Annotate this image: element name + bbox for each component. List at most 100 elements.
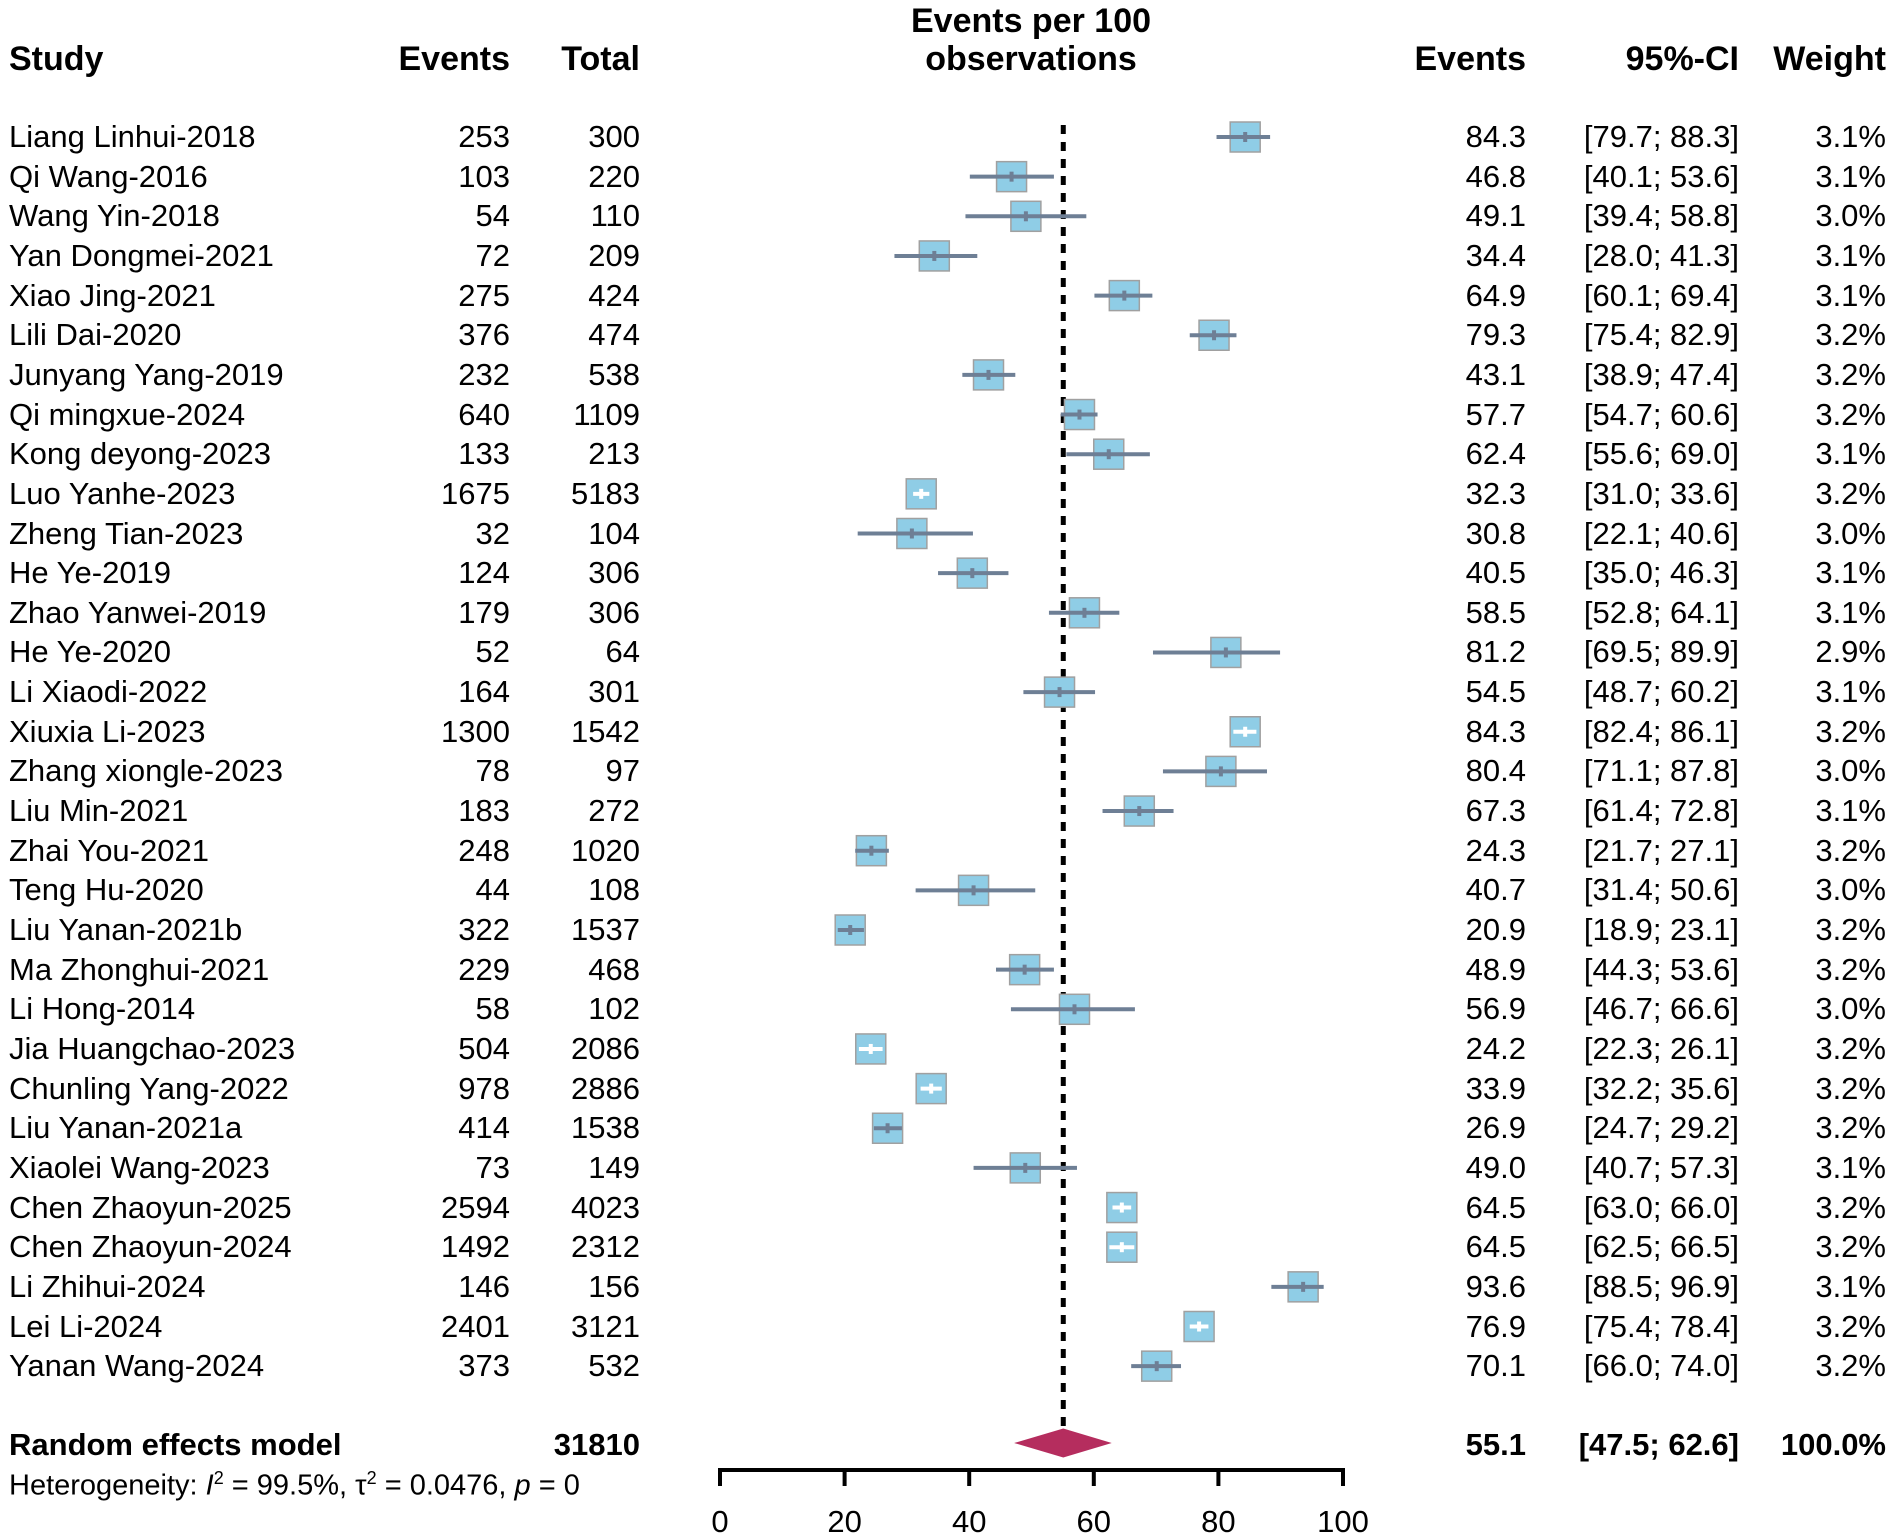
study-name: Kong deyong-2023 — [9, 436, 272, 472]
study-ci: [62.5; 66.5] — [1583, 1229, 1739, 1265]
plot-title-line1: Events per 100 — [910, 2, 1152, 40]
study-events: 124 — [458, 555, 510, 591]
x-axis-tick-label: 20 — [827, 1504, 861, 1539]
study-weight: 3.2% — [1815, 1308, 1886, 1344]
study-est: 57.7 — [1465, 396, 1526, 432]
x-axis-tick-label: 0 — [711, 1504, 728, 1539]
study-ci: [46.7; 66.6] — [1583, 991, 1739, 1027]
study-total: 1538 — [571, 1110, 640, 1146]
study-events: 1675 — [441, 475, 510, 511]
study-est: 64.9 — [1465, 277, 1526, 313]
study-events: 640 — [458, 396, 510, 432]
study-total: 306 — [588, 555, 640, 591]
study-weight: 3.2% — [1815, 832, 1886, 868]
study-ci: [40.1; 53.6] — [1583, 158, 1739, 194]
study-est: 67.3 — [1465, 793, 1526, 829]
study-weight: 3.1% — [1815, 1149, 1886, 1185]
study-weight: 3.0% — [1815, 991, 1886, 1027]
study-name: He Ye-2019 — [9, 555, 172, 591]
study-est: 62.4 — [1465, 436, 1526, 472]
study-name: Junyang Yang-2019 — [9, 356, 284, 392]
study-est: 49.0 — [1465, 1149, 1526, 1185]
study-total: 474 — [588, 317, 640, 353]
study-events: 1492 — [441, 1229, 510, 1265]
study-total: 4023 — [571, 1189, 640, 1225]
study-ci: [24.7; 29.2] — [1583, 1110, 1739, 1146]
study-events: 414 — [458, 1110, 510, 1146]
study-name: Li Zhihui-2024 — [9, 1268, 206, 1304]
summary-diamond — [1014, 1428, 1112, 1458]
study-name: Teng Hu-2020 — [9, 872, 204, 908]
study-name: Xiaolei Wang-2023 — [9, 1149, 270, 1185]
summary-label: Random effects model — [9, 1427, 342, 1462]
study-ci: [61.4; 72.8] — [1583, 793, 1739, 829]
study-events: 72 — [475, 237, 510, 273]
study-est: 24.3 — [1465, 832, 1526, 868]
study-total: 538 — [588, 356, 640, 392]
study-weight: 3.2% — [1815, 713, 1886, 749]
study-est: 84.3 — [1465, 713, 1526, 749]
study-name: Chen Zhaoyun-2024 — [9, 1229, 292, 1265]
study-total: 532 — [588, 1348, 640, 1384]
study-name: Lei Li-2024 — [9, 1308, 163, 1344]
study-est: 24.2 — [1465, 1030, 1526, 1066]
x-axis-tick-label: 60 — [1077, 1504, 1111, 1539]
study-total: 1109 — [573, 396, 640, 432]
study-name: Xiuxia Li-2023 — [9, 713, 206, 749]
study-events: 179 — [458, 594, 510, 630]
study-ci: [54.7; 60.6] — [1583, 396, 1739, 432]
het-p-value: = 0 — [530, 1469, 580, 1502]
header-events: Events — [398, 40, 511, 78]
study-weight: 3.1% — [1815, 674, 1886, 710]
het-i2-symbol: I — [205, 1469, 214, 1502]
study-weight: 3.2% — [1815, 1110, 1886, 1146]
study-total: 1020 — [571, 832, 640, 868]
header-ci: 95%-CI — [1625, 40, 1739, 78]
study-ci: [79.7; 88.3] — [1583, 119, 1739, 154]
study-total: 149 — [588, 1149, 640, 1185]
study-est: 46.8 — [1465, 158, 1526, 194]
study-est: 32.3 — [1465, 475, 1526, 511]
het-prefix: Heterogeneity: — [9, 1469, 206, 1502]
study-name: Chen Zhaoyun-2025 — [9, 1189, 292, 1225]
study-est: 48.9 — [1465, 951, 1526, 987]
study-weight: 3.2% — [1815, 356, 1886, 392]
study-est: 58.5 — [1465, 594, 1526, 630]
het-p-symbol: p — [514, 1469, 531, 1502]
study-name: Zhao Yanwei-2019 — [9, 594, 267, 630]
study-name: Li Hong-2014 — [9, 991, 196, 1027]
study-total: 104 — [588, 515, 640, 551]
study-weight: 3.2% — [1815, 317, 1886, 353]
study-total: 156 — [588, 1268, 640, 1304]
study-events: 78 — [475, 753, 510, 789]
study-ci: [82.4; 86.1] — [1583, 713, 1739, 749]
study-ci: [22.1; 40.6] — [1583, 515, 1739, 551]
study-ci: [32.2; 35.6] — [1583, 1070, 1739, 1106]
study-ci: [75.4; 82.9] — [1583, 317, 1739, 353]
study-est: 56.9 — [1465, 991, 1526, 1027]
study-events: 2594 — [441, 1189, 510, 1225]
het-tau-value: = 0.0476, — [376, 1469, 515, 1502]
study-ci: [22.3; 26.1] — [1583, 1030, 1739, 1066]
study-ci: [31.0; 33.6] — [1583, 475, 1739, 511]
study-weight: 3.1% — [1815, 277, 1886, 313]
study-events: 978 — [458, 1070, 510, 1106]
x-axis-tick-label: 100 — [1317, 1504, 1369, 1539]
study-weight: 3.2% — [1815, 1189, 1886, 1225]
study-weight: 3.1% — [1815, 119, 1886, 154]
study-events: 229 — [458, 951, 510, 987]
study-events: 44 — [475, 872, 510, 908]
study-est: 43.1 — [1465, 356, 1526, 392]
study-name: Lili Dai-2020 — [9, 317, 182, 353]
study-events: 133 — [458, 436, 510, 472]
study-name: Zhang xiongle-2023 — [9, 753, 284, 789]
study-weight: 3.0% — [1815, 753, 1886, 789]
study-est: 40.7 — [1465, 872, 1526, 908]
study-total: 300 — [588, 119, 640, 154]
study-weight: 3.2% — [1815, 1070, 1886, 1106]
study-events: 253 — [458, 119, 510, 154]
study-est: 64.5 — [1465, 1189, 1526, 1225]
study-events: 504 — [458, 1030, 510, 1066]
study-name: Liu Yanan-2021b — [9, 912, 243, 947]
study-name: Yan Dongmei-2021 — [9, 237, 274, 273]
